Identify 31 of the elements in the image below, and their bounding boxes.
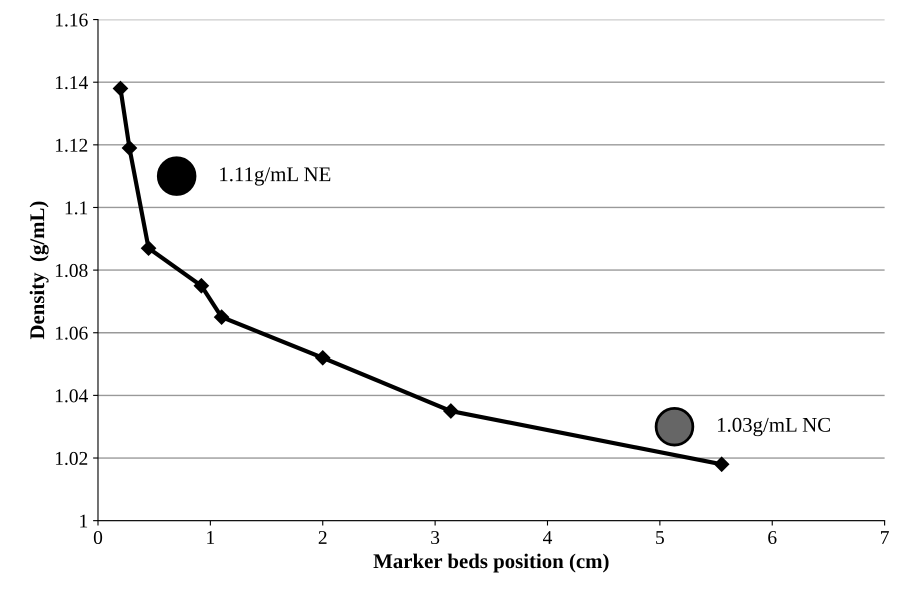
y-tick-label: 1.06 (56, 326, 88, 340)
y-tick-label: 1.16 (56, 13, 88, 27)
point (140, 240, 156, 256)
annotation: 1.03g/mL NC (718, 418, 830, 436)
y-tick-label: 1.12 (56, 138, 88, 152)
y-axis-title: Density (g/mL) (30, 202, 49, 340)
y-tick-label: 1 (80, 514, 88, 528)
x-axis-title: Marker beds position (cm) (374, 554, 609, 572)
x-tick-label: 0 (94, 530, 102, 544)
point (194, 278, 209, 294)
point (443, 403, 458, 419)
point (714, 456, 730, 472)
point (214, 310, 230, 325)
x-tick-label: 5 (656, 531, 664, 544)
point (112, 80, 128, 96)
y-tick-label: 1.1 (66, 201, 88, 214)
x-tick-label: 6 (768, 530, 777, 544)
x-tick-label: 7 (881, 531, 889, 544)
y-tick-label: 1.14 (56, 76, 88, 90)
x-tick-label: 4 (543, 531, 552, 544)
point (156, 156, 196, 196)
point (654, 406, 694, 446)
point (315, 350, 330, 366)
y-tick-label: 1.08 (56, 264, 88, 278)
x-tick-label: 2 (318, 530, 327, 544)
x-tick-label: 1 (207, 531, 214, 544)
y-tick-label: 1.02 (56, 452, 88, 466)
y-tick-label: 1.04 (56, 389, 88, 402)
annotation: 1.11g/mL NE (220, 167, 330, 186)
point (122, 140, 138, 156)
x-tick-label: 3 (431, 530, 440, 544)
